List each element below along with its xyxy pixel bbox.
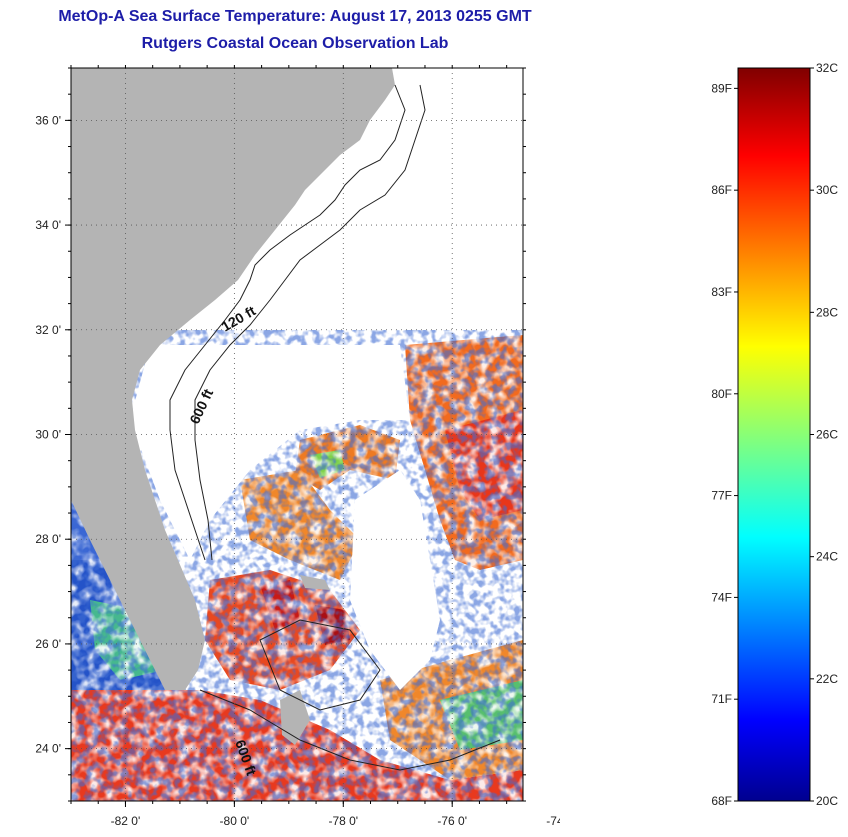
lon-tick-label: -76 0' <box>437 814 467 828</box>
lon-tick-label: -78 0' <box>328 814 358 828</box>
land-bahamas-grand <box>300 575 330 590</box>
lat-tick-label: 34 0' <box>35 218 61 232</box>
sst-layer <box>71 68 523 801</box>
colorbar-label-fahrenheit: 89F <box>711 81 732 95</box>
land-cuba-andros <box>280 690 310 745</box>
colorbar-label-fahrenheit: 86F <box>711 183 732 197</box>
contour-600ft <box>194 84 426 561</box>
contour-120ft <box>169 84 406 561</box>
colorbar-label-celsius: 28C <box>816 305 838 319</box>
colorbar-gradient <box>737 67 811 802</box>
colorbar-label-celsius: 24C <box>816 550 838 564</box>
map-title: MetOp-A Sea Surface Temperature: August … <box>58 8 532 25</box>
colorbar-label-celsius: 26C <box>816 428 838 442</box>
colorbar-panel: 32C 30C 28C 26C 24C 22C 20C 89F 86F 83F 80F 77F 74F 7… <box>700 0 848 832</box>
map-subtitle: Rutgers Coastal Ocean Observation Lab <box>141 35 449 52</box>
lat-tick-label: 26 0' <box>35 637 61 651</box>
contour-straits <box>199 689 501 771</box>
lat-tick-label: 28 0' <box>35 532 61 546</box>
colorbar-label-fahrenheit: 83F <box>711 285 732 299</box>
colorbar-labels: 32C 30C 28C 26C 24C 22C 20C 89F 86F 83F 80F 77F 74F 7… <box>711 61 838 808</box>
lon-tick-label: -74 0' <box>546 814 560 828</box>
sst-map-panel: -82 0' -80 0' -78 0' -76 0' -74 0' 36 0' 34 0'… <box>35 65 576 828</box>
colorbar-label-celsius: 20C <box>816 794 838 808</box>
colorbar-label-fahrenheit: 80F <box>711 387 732 401</box>
colorbar-label-celsius: 32C <box>816 61 838 75</box>
lat-tick-label: 32 0' <box>35 323 61 337</box>
lon-tick-label: -82 0' <box>111 814 141 828</box>
sst-map: -82 0' -80 0' -78 0' -76 0' -74 0' 36 0' 34 0'… <box>35 65 576 828</box>
colorbar-label-fahrenheit: 68F <box>711 794 732 808</box>
contour-bahamas <box>259 619 381 711</box>
lat-tick-label: 36 0' <box>35 113 61 127</box>
colorbar-label-fahrenheit: 74F <box>711 590 732 604</box>
lat-tick-label: 24 0' <box>35 742 61 756</box>
lon-tick-label: -80 0' <box>220 814 250 828</box>
colorbar-label-fahrenheit: 71F <box>711 692 732 706</box>
nodata-north <box>130 345 410 560</box>
temperature-colorbar: 32C 30C 28C 26C 24C 22C 20C 89F 86F 83F 80F 77F 74F 7… <box>711 61 838 808</box>
lat-tick-label: 30 0' <box>35 428 61 442</box>
colorbar-label-celsius: 22C <box>816 672 838 686</box>
land-mass <box>71 68 395 690</box>
colorbar-label-celsius: 30C <box>816 183 838 197</box>
colorbar-label-fahrenheit: 77F <box>711 489 732 503</box>
nodata-center <box>350 470 440 690</box>
